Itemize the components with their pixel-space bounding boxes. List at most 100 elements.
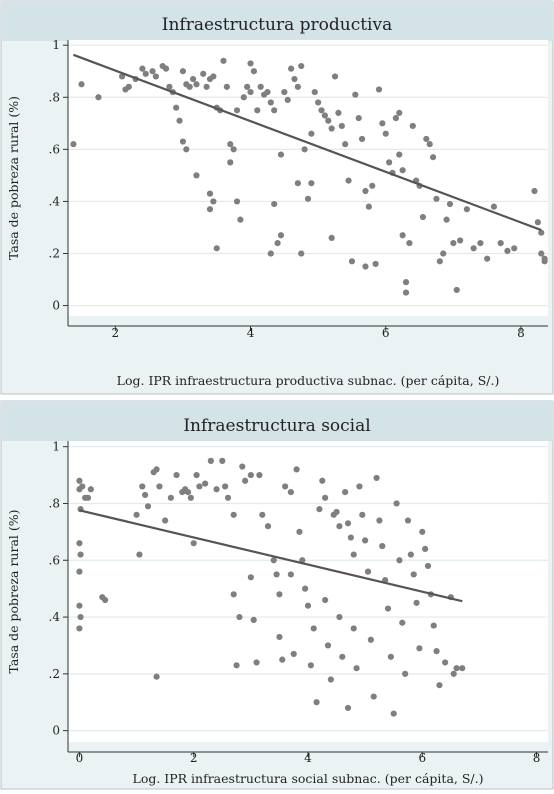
data-point xyxy=(281,88,288,96)
data-point xyxy=(210,198,217,205)
data-point xyxy=(419,213,427,221)
data-point xyxy=(352,91,359,98)
data-point xyxy=(470,245,477,252)
y-tick-label: .4 xyxy=(49,610,61,624)
y-tick-label: 0 xyxy=(52,724,60,738)
data-point xyxy=(396,109,403,117)
title-strip xyxy=(1,1,553,41)
data-point xyxy=(227,141,234,148)
data-point xyxy=(298,250,305,257)
data-point xyxy=(313,699,320,706)
data-point xyxy=(302,585,309,592)
data-point xyxy=(541,258,548,265)
data-point xyxy=(410,571,417,578)
data-point xyxy=(477,239,484,247)
data-point xyxy=(133,511,140,518)
data-point xyxy=(136,551,143,558)
y-tick-label: .8 xyxy=(49,90,60,104)
data-point xyxy=(156,483,163,490)
data-point xyxy=(367,636,374,643)
data-point xyxy=(356,483,363,490)
data-point xyxy=(294,180,301,187)
y-tick-label: 0 xyxy=(52,299,60,313)
data-point xyxy=(193,471,200,479)
data-point xyxy=(76,625,83,632)
data-point xyxy=(189,75,197,83)
x-tick-label: 0 xyxy=(76,751,84,765)
data-point xyxy=(149,68,156,75)
data-point xyxy=(342,141,349,148)
data-point xyxy=(413,599,420,606)
data-point xyxy=(257,83,264,90)
data-point xyxy=(173,104,180,111)
data-point xyxy=(277,232,285,239)
data-point xyxy=(504,247,511,255)
data-point xyxy=(384,605,392,612)
data-point xyxy=(534,219,541,226)
fit-line xyxy=(79,509,463,603)
data-point xyxy=(463,206,470,213)
data-point xyxy=(87,486,94,493)
x-tick-label: 4 xyxy=(247,326,255,340)
data-point xyxy=(399,167,406,174)
plot-area xyxy=(68,40,548,316)
data-point xyxy=(203,83,210,90)
data-point xyxy=(393,500,400,507)
data-point xyxy=(206,190,214,197)
data-point xyxy=(424,562,432,570)
data-point xyxy=(436,682,443,689)
data-point xyxy=(206,206,214,213)
data-point xyxy=(373,474,380,482)
data-point xyxy=(422,545,429,553)
data-point xyxy=(322,596,329,604)
chart-panel-1: 0 .2 .4 .6 .8 1 2 4 6 8 Infraestructura productiva… xyxy=(0,0,554,395)
data-point xyxy=(84,494,92,501)
data-point xyxy=(322,494,329,501)
data-point xyxy=(484,255,491,262)
data-point xyxy=(267,99,274,106)
data-point xyxy=(102,596,109,604)
data-point xyxy=(253,659,260,666)
data-point xyxy=(233,107,241,114)
data-point xyxy=(307,662,314,669)
data-point xyxy=(355,115,362,122)
data-point xyxy=(152,73,159,80)
data-point xyxy=(318,107,325,114)
y-tick-label: .6 xyxy=(49,553,60,567)
data-point xyxy=(276,633,283,641)
data-point xyxy=(76,568,83,575)
data-point xyxy=(139,483,146,490)
data-point xyxy=(308,130,315,137)
chart-title: Infraestructura productiva xyxy=(162,15,392,35)
data-point xyxy=(409,122,416,130)
data-point xyxy=(338,122,345,130)
data-point xyxy=(254,107,261,114)
data-point xyxy=(139,65,146,72)
data-point xyxy=(331,73,339,80)
data-point xyxy=(399,619,406,626)
data-point xyxy=(223,83,230,90)
data-point xyxy=(362,537,369,544)
data-point xyxy=(358,135,366,143)
data-point xyxy=(319,477,326,484)
data-point xyxy=(287,65,295,72)
data-point xyxy=(78,81,85,88)
data-point xyxy=(227,159,234,166)
x-tick-label: 8 xyxy=(533,751,541,765)
data-point xyxy=(350,551,357,558)
data-point xyxy=(370,693,377,700)
y-tick-label: .2 xyxy=(49,667,60,681)
data-point xyxy=(77,613,84,621)
data-point xyxy=(213,245,220,252)
data-point xyxy=(200,70,207,77)
data-point xyxy=(419,528,426,535)
data-point xyxy=(202,480,209,487)
data-point xyxy=(396,557,403,564)
data-point xyxy=(406,239,413,247)
chart-title: Infraestructura social xyxy=(183,416,370,436)
y-tick-label: 1 xyxy=(52,440,60,454)
data-point xyxy=(233,662,240,669)
data-point xyxy=(350,625,357,632)
